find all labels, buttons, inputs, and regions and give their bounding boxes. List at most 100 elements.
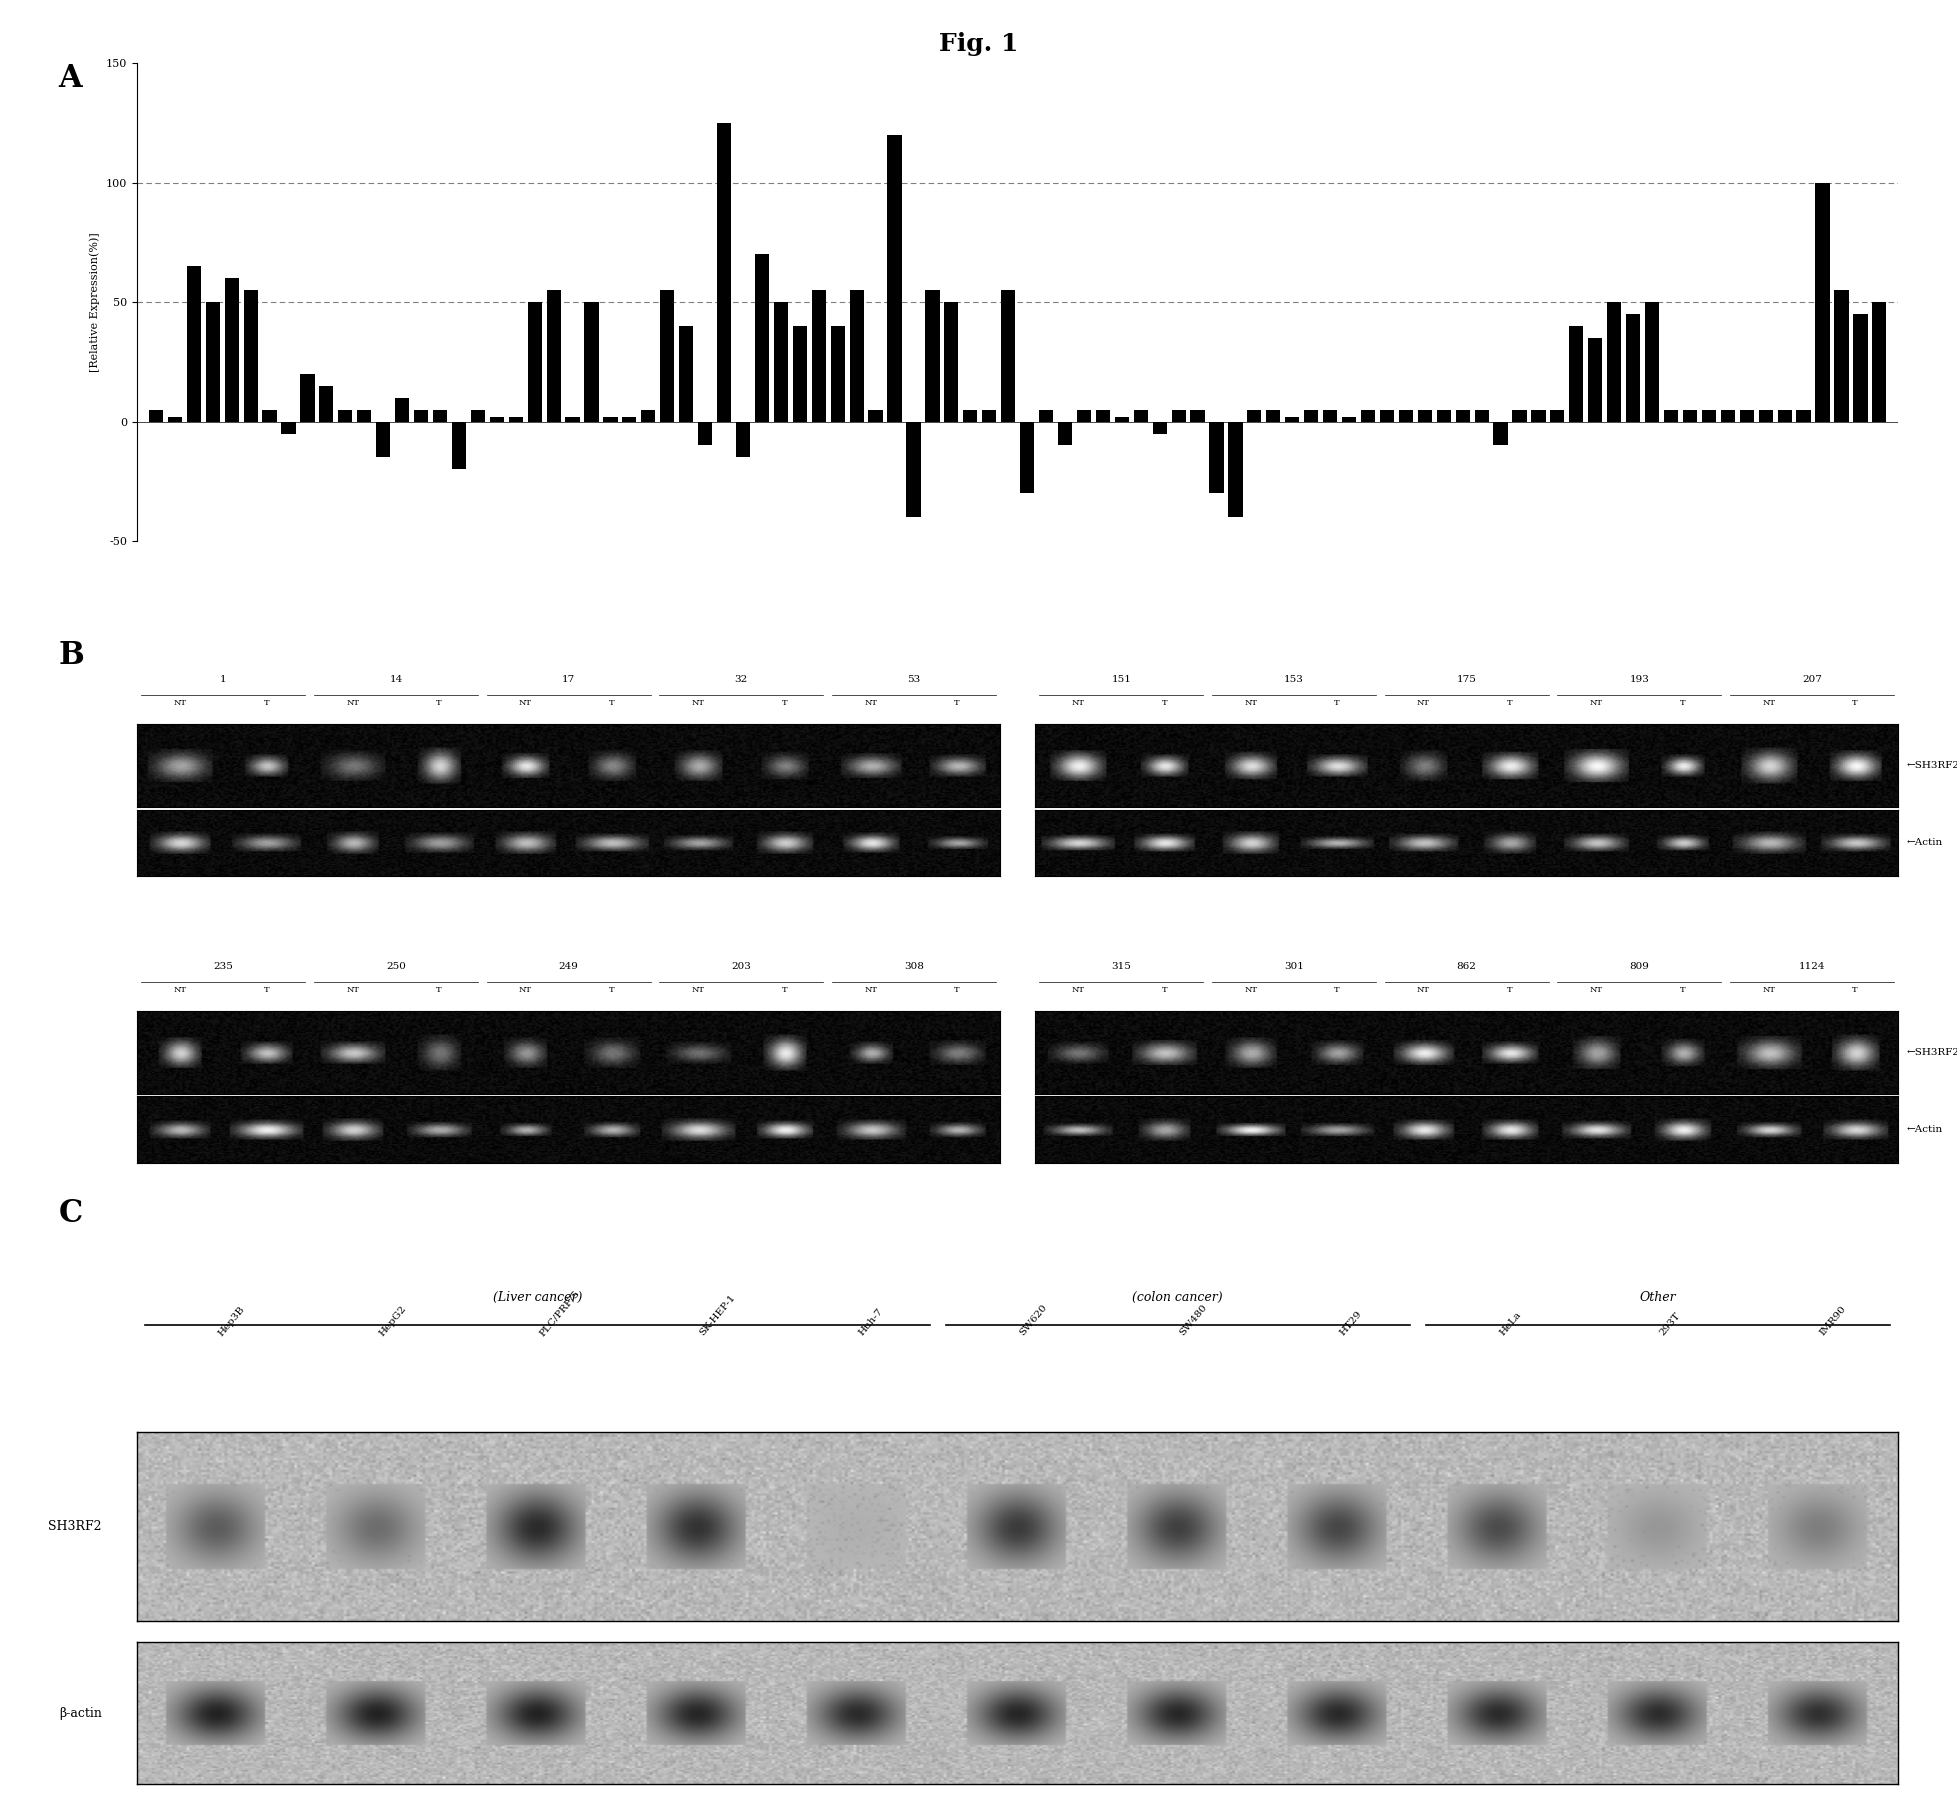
Bar (1266, 409, 1280, 422)
Text: NT: NT (1763, 986, 1775, 995)
Bar (1076, 409, 1092, 422)
Text: IMR90: IMR90 (1818, 1305, 1847, 1337)
Text: 207: 207 (1802, 674, 1822, 683)
Text: NT: NT (1763, 699, 1775, 708)
Text: 308: 308 (904, 962, 924, 971)
Bar (225, 278, 239, 422)
Text: NT: NT (346, 986, 360, 995)
Bar (603, 416, 618, 422)
Bar (1229, 422, 1243, 517)
Text: SW480: SW480 (1178, 1303, 1209, 1337)
Text: 175: 175 (1456, 674, 1476, 683)
Bar (1039, 409, 1053, 422)
Bar (660, 290, 675, 422)
Bar (1399, 409, 1413, 422)
Bar (699, 422, 712, 445)
Text: 862: 862 (1456, 962, 1476, 971)
Bar (1343, 416, 1356, 422)
Text: T: T (1507, 699, 1513, 708)
Text: HT29: HT29 (1339, 1310, 1364, 1337)
Text: NT: NT (1245, 986, 1256, 995)
Bar (849, 290, 863, 422)
Bar (319, 386, 333, 422)
Text: T: T (609, 986, 614, 995)
Bar (282, 422, 296, 434)
Text: NT: NT (346, 699, 360, 708)
Bar (926, 290, 939, 422)
Text: 250: 250 (386, 962, 405, 971)
Text: 32: 32 (734, 674, 748, 683)
Text: HeLa: HeLa (1497, 1310, 1523, 1337)
Bar (1190, 409, 1206, 422)
Text: T: T (264, 699, 270, 708)
Text: 249: 249 (560, 962, 579, 971)
Text: T: T (1853, 986, 1857, 995)
Text: ←SH3RF2: ←SH3RF2 (1906, 1049, 1957, 1058)
Text: Huh-7: Huh-7 (857, 1306, 885, 1337)
Text: T: T (1853, 699, 1857, 708)
Text: 151: 151 (1112, 674, 1131, 683)
Bar (1020, 422, 1033, 494)
Text: Hep3B: Hep3B (217, 1305, 247, 1337)
Bar (1456, 409, 1470, 422)
Text: 293T: 293T (1658, 1312, 1683, 1337)
Text: NT: NT (691, 986, 705, 995)
Text: 153: 153 (1284, 674, 1303, 683)
Text: 193: 193 (1630, 674, 1650, 683)
Bar (1816, 182, 1830, 422)
Text: 1124: 1124 (1798, 962, 1826, 971)
Text: NT: NT (1589, 986, 1603, 995)
Bar (1247, 409, 1262, 422)
Text: SK-HEP-1: SK-HEP-1 (697, 1294, 736, 1337)
Bar (1740, 409, 1753, 422)
Bar (755, 254, 769, 422)
Bar (566, 416, 579, 422)
Bar (1059, 422, 1072, 445)
Bar (869, 409, 883, 422)
Bar (1759, 409, 1773, 422)
Bar (812, 290, 826, 422)
Text: T: T (436, 986, 442, 995)
Bar (1323, 409, 1337, 422)
Text: T: T (1679, 699, 1685, 708)
Text: T: T (609, 699, 614, 708)
Text: T: T (1162, 699, 1166, 708)
Bar (1002, 290, 1016, 422)
Text: HepG2: HepG2 (378, 1303, 407, 1337)
Bar (1550, 409, 1564, 422)
Text: NT: NT (519, 986, 532, 995)
Text: T: T (1335, 699, 1341, 708)
Bar (546, 290, 562, 422)
Text: C: C (59, 1198, 82, 1229)
Text: T: T (955, 699, 961, 708)
Text: T: T (781, 986, 787, 995)
Bar (773, 303, 789, 422)
Bar (1607, 303, 1620, 422)
Bar (205, 303, 219, 422)
Bar (716, 123, 732, 422)
Bar (432, 409, 446, 422)
Bar (186, 267, 202, 422)
Bar (299, 373, 315, 422)
Text: NT: NT (174, 699, 186, 708)
Bar (585, 303, 599, 422)
Text: NT: NT (865, 986, 877, 995)
Text: ←SH3RF2: ←SH3RF2 (1906, 760, 1957, 769)
Text: NT: NT (1589, 699, 1603, 708)
Bar (1360, 409, 1376, 422)
Text: SW620: SW620 (1018, 1303, 1049, 1337)
Bar (168, 416, 182, 422)
Text: (colon cancer): (colon cancer) (1133, 1290, 1223, 1305)
Bar (339, 409, 352, 422)
Text: T: T (781, 699, 787, 708)
Bar (1209, 422, 1223, 494)
Text: NT: NT (691, 699, 705, 708)
Text: NT: NT (1245, 699, 1256, 708)
Text: β-actin: β-actin (59, 1706, 102, 1719)
Bar (1853, 314, 1867, 422)
Bar (509, 416, 523, 422)
Text: NT: NT (174, 986, 186, 995)
Text: A: A (59, 63, 82, 94)
Bar (1436, 409, 1450, 422)
Text: Other: Other (1640, 1290, 1677, 1305)
